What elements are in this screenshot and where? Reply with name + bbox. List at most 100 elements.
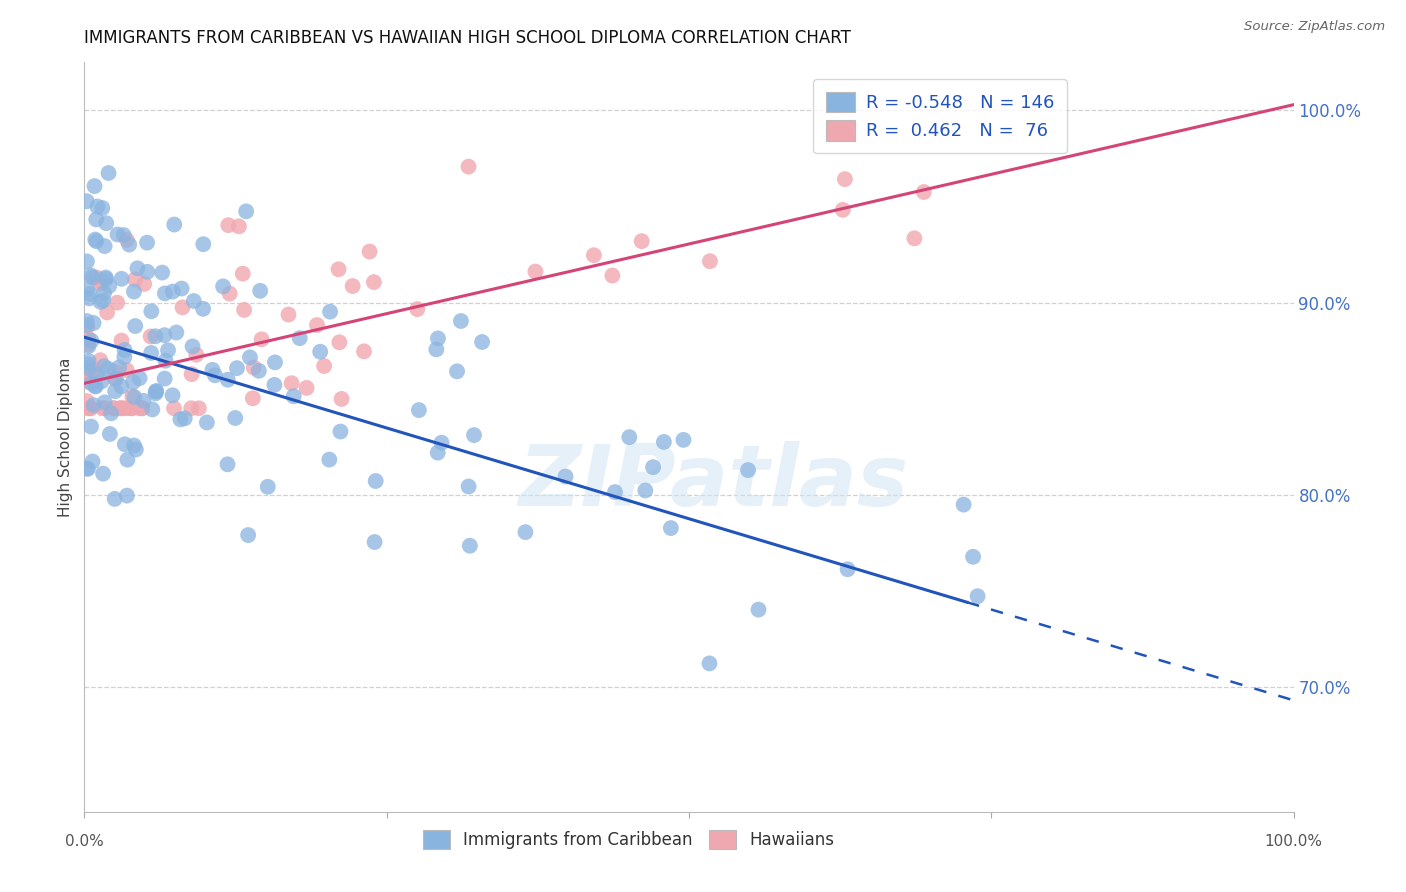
- Point: [120, 401, 142, 416]
- Point: [93, 395, 115, 409]
- Point: [328, 262, 350, 277]
- Point: [94, 270, 117, 285]
- Point: [966, 589, 988, 603]
- Point: [363, 535, 385, 549]
- Point: [747, 602, 769, 616]
- Point: [314, 359, 336, 373]
- Point: [236, 528, 259, 542]
- Point: [132, 393, 155, 408]
- Point: [127, 261, 149, 276]
- Point: [103, 401, 125, 416]
- Point: [319, 304, 342, 318]
- Point: [107, 227, 129, 242]
- Point: [110, 334, 132, 348]
- Point: [191, 301, 214, 316]
- Point: [139, 329, 162, 343]
- Point: [91, 201, 114, 215]
- Point: [97, 166, 120, 180]
- Point: [157, 343, 180, 358]
- Text: IMMIGRANTS FROM CARIBBEAN VS HAWAIIAN HIGH SCHOOL DIPLOMA CORRELATION CHART: IMMIGRANTS FROM CARIBBEAN VS HAWAIIAN HI…: [84, 29, 851, 47]
- Point: [426, 331, 449, 345]
- Point: [471, 334, 494, 349]
- Point: [131, 401, 153, 416]
- Point: [834, 172, 856, 186]
- Point: [232, 267, 254, 281]
- Point: [212, 279, 235, 293]
- Point: [187, 401, 209, 416]
- Point: [115, 233, 138, 247]
- Point: [153, 286, 176, 301]
- Point: [180, 367, 202, 381]
- Point: [125, 442, 148, 457]
- Point: [115, 401, 138, 416]
- Point: [247, 364, 270, 378]
- Point: [93, 239, 115, 253]
- Point: [201, 363, 224, 377]
- Point: [93, 285, 115, 300]
- Point: [145, 386, 167, 401]
- Point: [239, 351, 262, 365]
- Point: [217, 218, 239, 232]
- Point: [309, 344, 332, 359]
- Point: [79, 401, 101, 416]
- Point: [329, 425, 352, 439]
- Point: [162, 388, 184, 402]
- Point: [554, 469, 576, 483]
- Point: [186, 348, 208, 362]
- Point: [115, 489, 138, 503]
- Point: [79, 287, 101, 301]
- Text: 100.0%: 100.0%: [1264, 834, 1323, 849]
- Point: [183, 293, 205, 308]
- Point: [89, 353, 111, 368]
- Point: [76, 374, 98, 388]
- Point: [114, 437, 136, 451]
- Point: [699, 254, 721, 268]
- Point: [84, 233, 107, 247]
- Point: [288, 331, 311, 345]
- Point: [83, 316, 105, 330]
- Point: [80, 376, 103, 391]
- Point: [141, 304, 163, 318]
- Point: [121, 401, 143, 416]
- Point: [195, 416, 218, 430]
- Point: [110, 379, 132, 393]
- Point: [163, 218, 186, 232]
- Point: [84, 212, 107, 227]
- Point: [77, 361, 100, 376]
- Point: [139, 346, 162, 360]
- Point: [643, 460, 665, 475]
- Point: [170, 281, 193, 295]
- Point: [108, 360, 131, 375]
- Point: [180, 401, 202, 416]
- Point: [90, 295, 112, 310]
- Point: [121, 389, 143, 403]
- Point: [163, 401, 186, 416]
- Point: [233, 302, 256, 317]
- Point: [342, 279, 364, 293]
- Point: [962, 549, 984, 564]
- Y-axis label: High School Diploma: High School Diploma: [58, 358, 73, 516]
- Point: [672, 433, 695, 447]
- Point: [330, 392, 353, 406]
- Point: [131, 401, 153, 416]
- Point: [353, 344, 375, 359]
- Point: [173, 411, 195, 425]
- Point: [204, 368, 226, 383]
- Point: [128, 371, 150, 385]
- Point: [112, 228, 135, 243]
- Point: [80, 334, 103, 348]
- Point: [218, 286, 240, 301]
- Point: [145, 384, 167, 399]
- Point: [104, 372, 127, 386]
- Point: [76, 401, 98, 416]
- Point: [117, 452, 139, 467]
- Point: [76, 461, 98, 475]
- Point: [226, 361, 249, 376]
- Point: [457, 479, 479, 493]
- Point: [84, 379, 107, 393]
- Point: [96, 305, 118, 319]
- Point: [903, 231, 925, 245]
- Point: [90, 375, 112, 389]
- Point: [446, 364, 468, 378]
- Point: [249, 284, 271, 298]
